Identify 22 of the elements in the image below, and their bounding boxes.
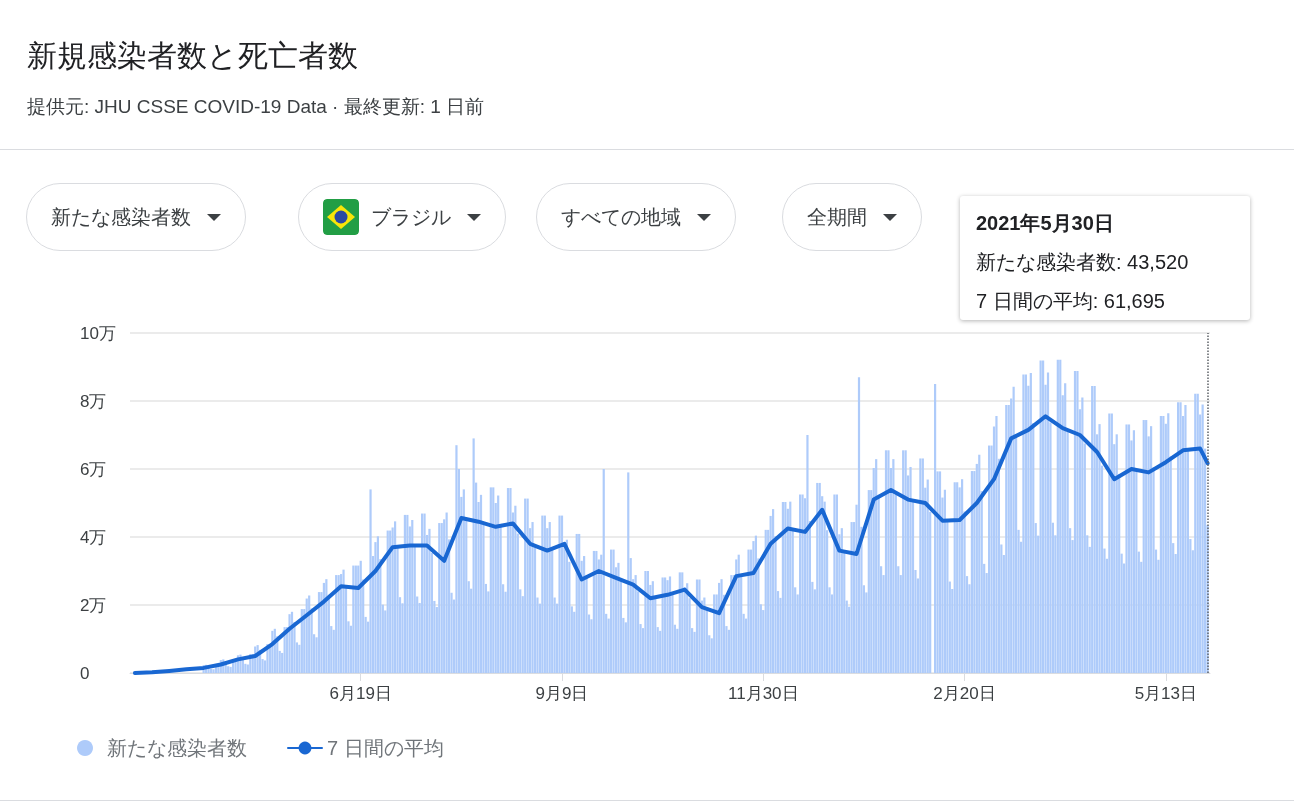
text: 新たな感染者数: 43,520 xyxy=(976,250,1190,275)
x-tick-label: 9月9日 xyxy=(535,684,589,703)
y-tick-label: 6万 xyxy=(80,459,107,479)
x-tick-label: 6月19日 xyxy=(329,684,392,703)
text: ブラジル xyxy=(371,204,451,230)
x-tick-label: 5月13日 xyxy=(1134,684,1198,703)
legend-label: 7 日間の平均 xyxy=(327,737,444,759)
y-tick-label: 0 xyxy=(80,663,90,683)
x-tick-label: 11月30日 xyxy=(727,684,799,703)
y-tick-label: 10万 xyxy=(80,323,116,343)
x-tick-label: 2月20日 xyxy=(933,684,996,703)
text: 新たな感染者数 xyxy=(51,204,191,230)
chart-title: 新規感染者数と死亡者数 xyxy=(27,38,358,74)
text: 7 日間の平均: 61,695 xyxy=(976,289,1166,314)
text: 全期間 xyxy=(807,204,867,230)
y-tick-label: 8万 xyxy=(80,391,107,411)
text: 2021年5月30日 xyxy=(976,211,1115,236)
y-tick-label: 2万 xyxy=(80,595,107,615)
text: すべての地域 xyxy=(561,204,681,230)
y-tick-label: 4万 xyxy=(80,527,107,547)
legend-label: 新たな感染者数 xyxy=(107,737,247,759)
chart-subtitle: 提供元: JHU CSSE COVID-19 Data · 最終更新: 1 日前 xyxy=(27,95,485,119)
